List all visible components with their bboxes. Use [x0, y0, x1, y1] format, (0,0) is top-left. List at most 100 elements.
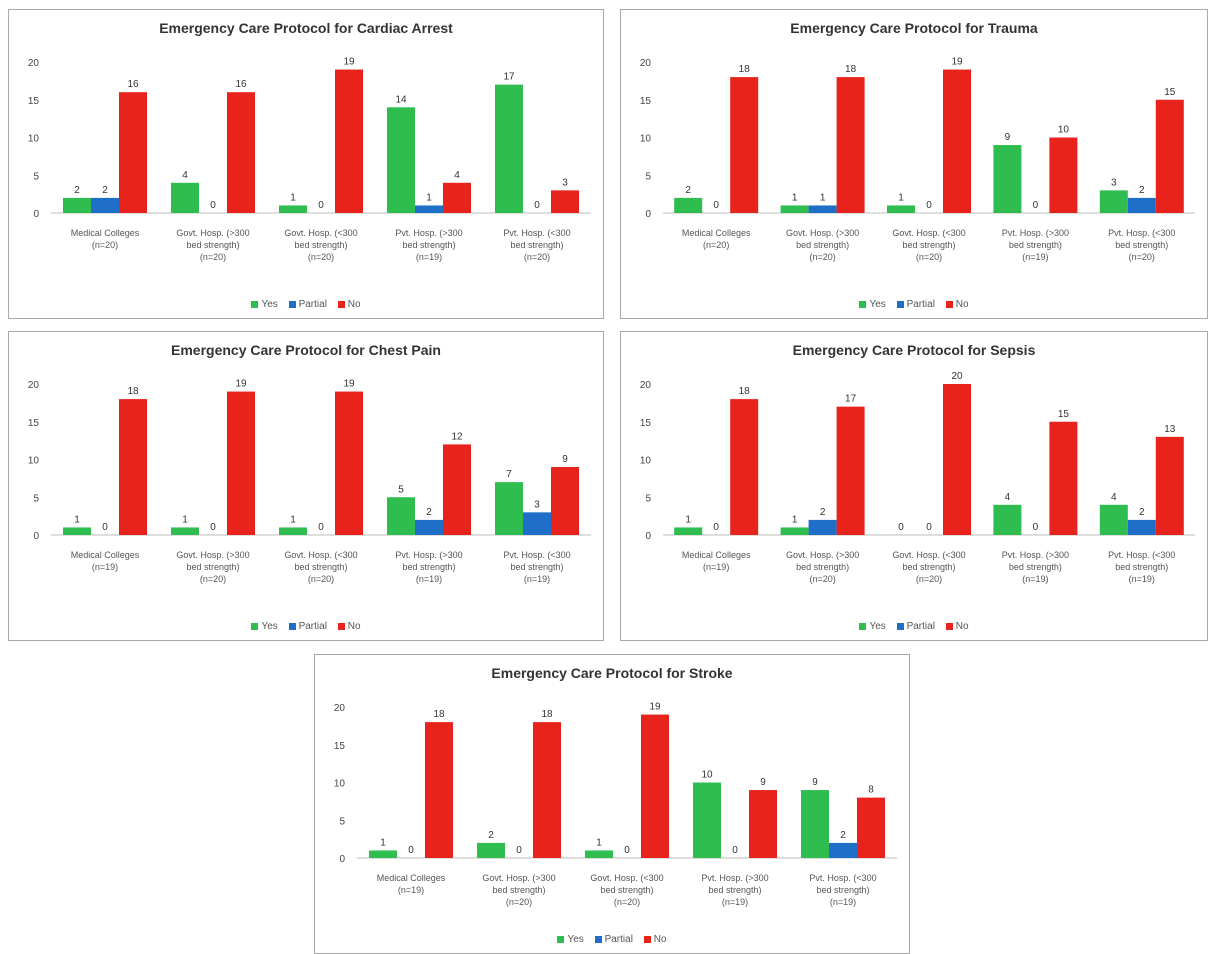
category-label-line: (n=20) [506, 897, 532, 907]
bar-partial [808, 205, 837, 213]
category-label: Medical Colleges (n=19) [682, 550, 751, 572]
bar-no [943, 384, 971, 535]
data-label: 1 [290, 192, 296, 203]
category-label-line: Pvt. Hosp. (<300 [1108, 228, 1175, 238]
data-label: 0 [318, 200, 324, 211]
category-label-line: Govt. Hosp. (>300 [176, 228, 249, 238]
data-label: 19 [951, 57, 963, 68]
legend-swatch-yes [557, 935, 565, 943]
category-label-line: bed strength) [1115, 562, 1168, 572]
bar-no [425, 722, 453, 858]
category-label-line: Govt. Hosp. (<300 [892, 550, 965, 560]
category-label: Govt. Hosp. (>300 bed strength) (n=20) [786, 550, 859, 584]
data-label: 1 [290, 514, 296, 525]
bar-no [119, 92, 147, 213]
category-label-line: (n=19) [830, 897, 856, 907]
data-label: 12 [451, 431, 463, 442]
y-tick-label: 0 [339, 854, 345, 865]
y-tick-label: 5 [645, 493, 651, 504]
category-label: Govt. Hosp. (<300 bed strength) (n=20) [892, 550, 965, 584]
data-label: 9 [1005, 132, 1011, 143]
y-tick-label: 10 [28, 134, 40, 145]
bar-yes [780, 205, 809, 213]
data-label: 2 [1139, 185, 1145, 196]
category-label-line: Pvt. Hosp. (>300 [1002, 550, 1069, 560]
bar-yes [674, 197, 703, 213]
data-label: 4 [454, 170, 460, 181]
bar-yes [585, 850, 613, 858]
legend-item-yes: Yes [859, 299, 886, 310]
legend-swatch-no [337, 622, 345, 630]
category-label-line: bed strength) [708, 885, 761, 895]
legend-swatch-yes [859, 622, 867, 630]
category-label-line: Pvt. Hosp. (>300 [1002, 228, 1069, 238]
category-label-line: (n=20) [92, 240, 118, 250]
y-tick-label: 15 [640, 96, 652, 107]
category-label: Pvt. Hosp. (<300 bed strength) (n=20) [503, 228, 570, 262]
category-label: Govt. Hosp. (>300 bed strength) (n=20) [176, 228, 249, 262]
category-label-line: Pvt. Hosp. (>300 [395, 228, 462, 238]
data-label: 20 [951, 371, 963, 382]
y-tick-label: 0 [645, 209, 651, 220]
data-label: 2 [488, 830, 494, 841]
legend-item-partial: Partial [288, 621, 327, 632]
data-label: 0 [534, 200, 540, 211]
data-label: 1 [792, 514, 798, 525]
legend-label: Partial [906, 621, 935, 632]
legend-item-partial: Partial [594, 934, 633, 945]
category-label-line: (n=20) [1129, 252, 1155, 262]
category-label: Govt. Hosp. (<300 bed strength) (n=20) [892, 228, 965, 262]
bar-yes [369, 850, 397, 858]
y-tick-label: 5 [33, 493, 39, 504]
data-label: 18 [739, 386, 751, 397]
bar-no [227, 92, 255, 213]
data-label: 2 [74, 185, 80, 196]
legend-label: Partial [604, 934, 633, 945]
bar-no [749, 790, 777, 858]
data-label: 3 [1111, 177, 1117, 188]
data-label: 13 [1164, 424, 1176, 435]
data-label: 2 [1139, 507, 1145, 518]
bar-no [533, 722, 561, 858]
data-label: 1 [820, 192, 826, 203]
data-label: 0 [624, 845, 630, 856]
y-tick-label: 15 [28, 418, 40, 429]
category-label-line: bed strength) [816, 885, 869, 895]
bar-no [641, 714, 669, 858]
bar-yes [693, 782, 721, 858]
legend: Yes Partial No [621, 299, 1207, 310]
category-label: Govt. Hosp. (>300 bed strength) (n=20) [786, 228, 859, 262]
legend-item-yes: Yes [251, 621, 278, 632]
data-label: 17 [845, 394, 857, 405]
data-label: 1 [685, 514, 691, 525]
legend-swatch-partial [288, 622, 296, 630]
category-label-line: bed strength) [1009, 240, 1062, 250]
data-label: 14 [395, 94, 407, 105]
category-label-line: Pvt. Hosp. (<300 [503, 550, 570, 560]
legend-swatch-yes [859, 300, 867, 308]
bar-no [730, 399, 759, 535]
data-label: 0 [210, 200, 216, 211]
bar-no [730, 77, 759, 213]
data-label: 0 [1033, 200, 1039, 211]
data-label: 4 [1005, 492, 1011, 503]
legend-swatch-no [945, 300, 953, 308]
bar-yes [993, 145, 1022, 213]
legend-label: Partial [906, 299, 935, 310]
category-label: Govt. Hosp. (>300 bed strength) (n=20) [482, 873, 555, 907]
legend-swatch-no [945, 622, 953, 630]
legend-swatch-no [643, 935, 651, 943]
y-tick-label: 0 [33, 209, 39, 220]
legend-item-yes: Yes [251, 299, 278, 310]
category-label-line: bed strength) [796, 240, 849, 250]
y-tick-label: 10 [640, 456, 652, 467]
data-label: 8 [868, 785, 874, 796]
bar-no [1049, 137, 1078, 213]
legend-swatch-partial [896, 300, 904, 308]
category-label: Medical Colleges (n=19) [377, 873, 446, 895]
category-label-line: (n=19) [703, 562, 729, 572]
legend-item-partial: Partial [288, 299, 327, 310]
y-tick-label: 0 [645, 531, 651, 542]
category-label-line: Govt. Hosp. (<300 [284, 228, 357, 238]
